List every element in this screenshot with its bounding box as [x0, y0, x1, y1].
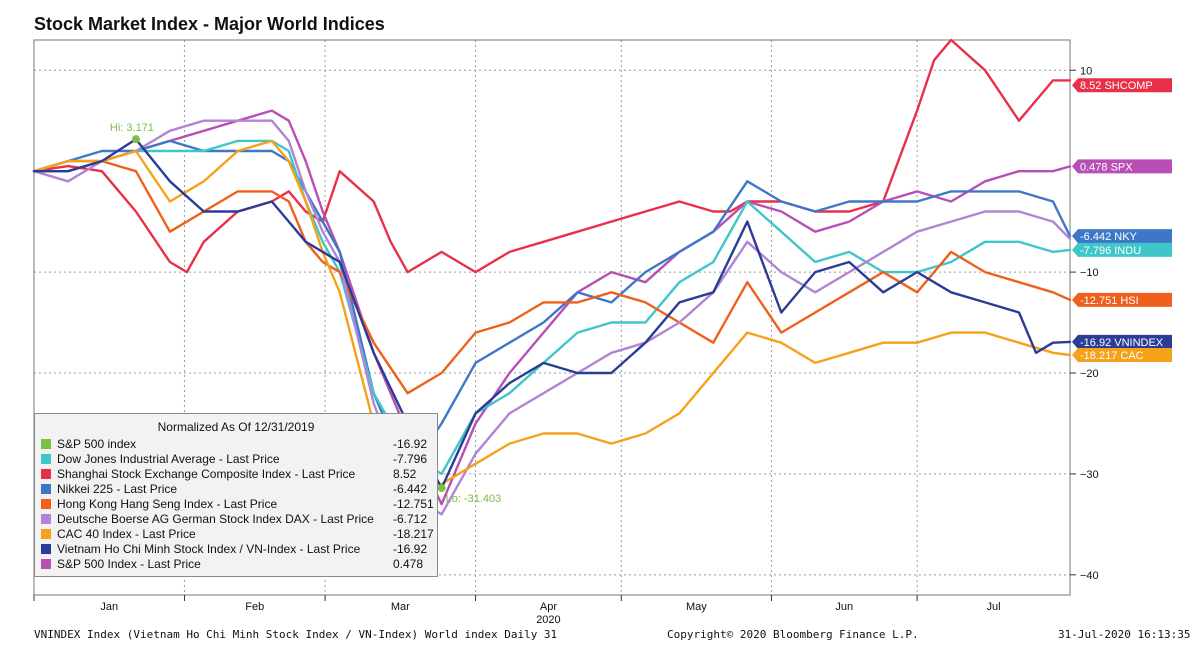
x-tick-label: Jul — [987, 601, 1001, 613]
legend-swatch — [41, 529, 51, 539]
chart-title: Stock Market Index - Major World Indices — [34, 14, 385, 34]
footer-copyright: Copyright© 2020 Bloomberg Finance L.P. — [667, 628, 919, 641]
footer-timestamp: 31-Jul-2020 16:13:35 — [1058, 628, 1191, 641]
lo-marker — [437, 484, 446, 493]
series-lines — [32, 38, 1072, 526]
tag-shcomp — [1072, 78, 1172, 93]
axes: 10 −10 −20 −30 −40 Jan Feb Mar Apr May Jun Jul 2020 — [33, 39, 1099, 626]
legend-value: -12.751 — [393, 497, 434, 511]
plot-border — [33, 39, 1071, 596]
series-line-vnindex — [32, 137, 1072, 490]
tag-label-vnindex: -16.92 VNINDEX — [1080, 337, 1164, 349]
series-line-dax — [32, 119, 1072, 516]
legend-label: CAC 40 Index - Last Price — [57, 527, 196, 541]
legend-item: Dow Jones Industrial Average - Last Pric… — [41, 452, 433, 467]
legend-label: Vietnam Ho Chi Minh Stock Index / VN-Ind… — [57, 542, 361, 556]
tag-label-nky: -6.442 NKY — [1080, 231, 1138, 243]
annotations: Hi: 3.171 Lo: -31.403 — [110, 122, 501, 505]
legend-label: Hong Kong Hang Seng Index - Last Price — [57, 497, 278, 511]
legend-value: -7.796 — [393, 452, 428, 466]
y-tick-label: −20 — [1080, 368, 1099, 380]
legend-item: CAC 40 Index - Last Price -18.217 — [41, 527, 434, 542]
hi-label: Hi: 3.171 — [110, 122, 154, 134]
x-tick-label: Mar — [391, 601, 410, 613]
legend-value: -18.217 — [393, 527, 434, 541]
y-tick-label: 10 — [1080, 65, 1092, 77]
legend-item: Hong Kong Hang Seng Index - Last Price -1… — [41, 497, 434, 512]
legend-item: S&P 500 index -16.92 — [41, 437, 433, 452]
legend-label: S&P 500 Index - Last Price — [57, 557, 201, 571]
x-tick-label: Jan — [100, 601, 118, 613]
legend-swatch — [41, 514, 51, 524]
legend-label: Dow Jones Industrial Average - Last Pric… — [57, 452, 280, 466]
last-value-tags: 8.52 SHCOMP 0.478 SPX -6.442 NKY -7.796 IND… — [1072, 78, 1172, 363]
legend-value: -6.442 — [393, 482, 428, 496]
legend-label: Nikkei 225 - Last Price — [57, 482, 178, 496]
legend-swatch — [41, 484, 51, 494]
legend-item: Vietnam Ho Chi Minh Stock Index / VN-Ind… — [41, 542, 433, 557]
legend-value: -6.712 — [393, 512, 428, 526]
series-line-shcomp — [32, 38, 1072, 274]
footer-source: VNINDEX Index (Vietnam Ho Chi Minh Stock… — [34, 628, 558, 641]
tag-label-spx: 0.478 SPX — [1080, 161, 1133, 173]
series-line-indu — [32, 139, 1072, 476]
legend-swatch — [41, 544, 51, 554]
tag-label-hsi: -12.751 HSI — [1080, 295, 1139, 307]
legend-value: -16.92 — [393, 542, 428, 556]
legend-label: S&P 500 index — [57, 437, 137, 451]
x-tick-label: Jun — [835, 601, 853, 613]
series-line-spx — [32, 109, 1072, 506]
y-tick-label: −40 — [1080, 570, 1099, 582]
legend-swatch — [41, 439, 51, 449]
legend-label: Deutsche Boerse AG German Stock Index DA… — [57, 512, 374, 526]
legend-item: Nikkei 225 - Last Price -6.442 — [41, 482, 433, 497]
legend-value: -16.92 — [393, 437, 428, 451]
tag-indu — [1072, 242, 1172, 257]
tag-spx — [1072, 159, 1172, 174]
series-line-hsi — [32, 159, 1072, 395]
y-tick-label: −10 — [1080, 267, 1099, 279]
legend-swatch — [41, 469, 51, 479]
legend-title: Normalized As Of 12/31/2019 — [157, 420, 315, 434]
tag-cac — [1072, 348, 1172, 363]
tag-hsi — [1072, 292, 1172, 307]
x-axis-label: 2020 — [536, 614, 560, 626]
x-tick-label: May — [686, 601, 707, 613]
legend-item: Deutsche Boerse AG German Stock Index DA… — [41, 512, 433, 527]
x-tick-label: Apr — [540, 601, 557, 613]
hi-marker — [131, 135, 140, 144]
legend-item: S&P 500 Index - Last Price 0.478 — [41, 557, 433, 572]
y-tick-label: −30 — [1080, 469, 1099, 481]
legend-value: 0.478 — [393, 557, 424, 571]
tag-label-indu: -7.796 INDU — [1080, 245, 1141, 257]
legend-item: Shanghai Stock Exchange Composite Index … — [41, 467, 433, 482]
tag-label-cac: -18.217 CAC — [1080, 350, 1144, 362]
legend-label: Shanghai Stock Exchange Composite Index … — [57, 467, 356, 481]
x-tick-label: Feb — [245, 601, 264, 613]
tag-nky — [1072, 229, 1172, 244]
legend-swatch — [41, 499, 51, 509]
legend-value: 8.52 — [393, 467, 417, 481]
legend-swatch — [41, 559, 51, 569]
series-line-cac — [32, 139, 1072, 526]
legend: Normalized As Of 12/31/2019 S&P 500 inde… — [34, 413, 438, 577]
legend-swatch — [41, 454, 51, 464]
series-line-nky — [32, 139, 1072, 476]
lo-label: Lo: -31.403 — [446, 493, 502, 505]
tag-label-shcomp: 8.52 SHCOMP — [1080, 80, 1153, 92]
tag-vnindex — [1072, 334, 1172, 349]
